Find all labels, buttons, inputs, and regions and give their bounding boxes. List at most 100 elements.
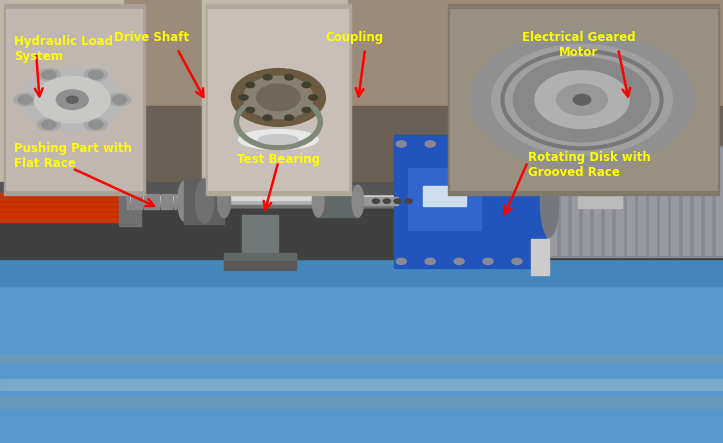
Bar: [0, 0, 723, 288]
Circle shape: [285, 115, 294, 120]
Bar: [531, 239, 549, 275]
Ellipse shape: [38, 69, 61, 81]
Circle shape: [425, 258, 435, 264]
Ellipse shape: [312, 185, 324, 217]
Circle shape: [244, 76, 313, 119]
Bar: [224, 261, 296, 270]
Bar: [224, 253, 296, 264]
Ellipse shape: [218, 185, 231, 218]
Bar: [0, 184, 723, 259]
Circle shape: [246, 82, 254, 88]
Bar: [127, 195, 416, 207]
Circle shape: [18, 95, 33, 104]
Circle shape: [536, 258, 546, 264]
Bar: [165, 194, 168, 209]
Bar: [169, 194, 172, 209]
Text: Electrical Geared
Motor: Electrical Geared Motor: [521, 31, 636, 59]
Bar: [560, 148, 567, 255]
Bar: [0, 0, 123, 208]
Ellipse shape: [352, 185, 364, 217]
Circle shape: [405, 199, 412, 203]
Bar: [716, 148, 722, 255]
Bar: [693, 148, 700, 255]
Bar: [627, 148, 633, 255]
Ellipse shape: [239, 129, 318, 149]
Bar: [660, 148, 667, 255]
Circle shape: [536, 141, 546, 147]
Bar: [394, 135, 549, 268]
Bar: [572, 148, 578, 255]
Text: Test Bearing: Test Bearing: [237, 153, 320, 166]
Bar: [242, 215, 278, 259]
Bar: [0, 275, 723, 443]
Circle shape: [88, 120, 103, 129]
Circle shape: [257, 84, 300, 111]
Bar: [148, 194, 151, 209]
Circle shape: [112, 95, 127, 104]
Ellipse shape: [37, 118, 60, 131]
Bar: [184, 179, 224, 224]
Bar: [408, 168, 481, 230]
Bar: [202, 0, 347, 208]
Bar: [358, 197, 398, 205]
Circle shape: [396, 141, 406, 147]
Bar: [174, 194, 176, 209]
Bar: [0, 193, 127, 222]
Text: Drive Shaft: Drive Shaft: [114, 31, 189, 44]
Bar: [224, 198, 322, 200]
Bar: [156, 194, 159, 209]
Circle shape: [41, 120, 56, 129]
Circle shape: [573, 94, 591, 105]
Bar: [127, 205, 416, 207]
Bar: [423, 186, 466, 206]
Ellipse shape: [14, 93, 37, 106]
Text: Hydraulic Load
System: Hydraulic Load System: [14, 35, 114, 63]
Bar: [638, 148, 645, 255]
Bar: [448, 4, 719, 195]
Bar: [0, 396, 723, 408]
Circle shape: [42, 70, 56, 79]
Ellipse shape: [541, 166, 559, 237]
Bar: [4, 4, 145, 195]
Bar: [119, 188, 141, 226]
Circle shape: [454, 141, 464, 147]
Circle shape: [231, 69, 325, 126]
Circle shape: [309, 95, 317, 100]
Circle shape: [394, 199, 401, 203]
Bar: [152, 194, 155, 209]
Bar: [683, 148, 689, 255]
Circle shape: [470, 31, 694, 168]
Bar: [224, 196, 322, 206]
Bar: [0, 106, 723, 257]
Bar: [144, 194, 147, 209]
Bar: [206, 4, 351, 195]
Bar: [0, 379, 723, 390]
Circle shape: [454, 258, 464, 264]
Circle shape: [512, 258, 522, 264]
Bar: [649, 148, 656, 255]
Ellipse shape: [84, 69, 107, 81]
Bar: [208, 9, 348, 190]
Circle shape: [263, 74, 272, 80]
Circle shape: [483, 258, 493, 264]
Bar: [594, 148, 600, 255]
Circle shape: [513, 58, 651, 142]
Bar: [140, 194, 142, 209]
Bar: [131, 194, 134, 209]
Bar: [0, 253, 723, 286]
Text: Coupling: Coupling: [325, 31, 383, 44]
Bar: [6, 9, 142, 190]
Bar: [672, 148, 678, 255]
Ellipse shape: [84, 118, 107, 131]
Bar: [605, 148, 612, 255]
Ellipse shape: [259, 135, 299, 144]
Text: Pushing Part with
Flat Race: Pushing Part with Flat Race: [14, 142, 132, 170]
Bar: [135, 194, 138, 209]
Bar: [547, 146, 723, 257]
Circle shape: [263, 115, 272, 120]
Bar: [450, 9, 717, 190]
Circle shape: [35, 77, 110, 123]
Ellipse shape: [178, 181, 191, 221]
Circle shape: [302, 107, 311, 113]
Circle shape: [425, 141, 435, 147]
